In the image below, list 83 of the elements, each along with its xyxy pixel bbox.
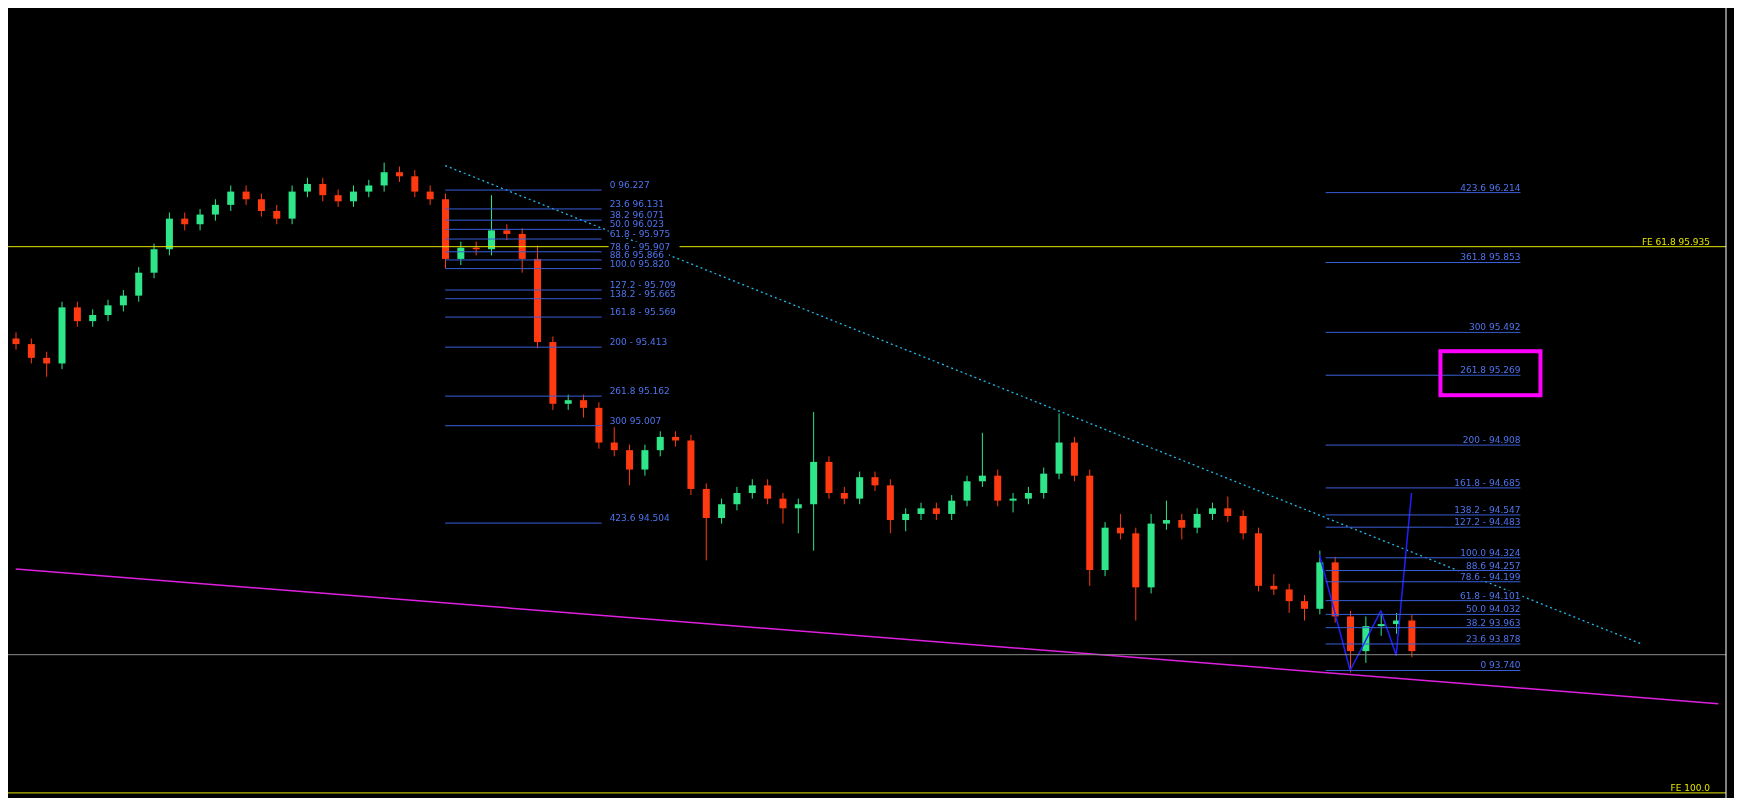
candlestick (211, 198, 219, 222)
candlestick (748, 478, 756, 500)
candlestick (1239, 509, 1247, 540)
candlestick (273, 204, 281, 225)
candlestick (1301, 594, 1308, 622)
candlestick (764, 478, 772, 505)
candlestick (303, 177, 311, 198)
annotation: 50.0 94.032 (1466, 604, 1521, 615)
candlestick (1224, 496, 1232, 523)
candlestick (978, 432, 986, 488)
candlestick (334, 189, 342, 208)
text: FE 100.0 (1670, 782, 1711, 793)
annotation: 61.8 - 95.975 (609, 229, 671, 240)
candlestick (1178, 513, 1186, 540)
candlestick (73, 301, 81, 328)
annotation: FE 61.8 95.935 (1641, 236, 1710, 247)
annotation: 38.2 93.963 (1466, 617, 1521, 628)
annotation: 88.6 94.257 (1466, 560, 1521, 571)
candlestick (1116, 513, 1124, 540)
annotation: 38.2 96.071 (609, 210, 665, 221)
candlestick (150, 243, 158, 279)
candlestick (1285, 583, 1293, 614)
annotation: 61.8 - 94.101 (1459, 590, 1521, 601)
candlestick (319, 177, 327, 202)
candlestick (871, 471, 879, 492)
annotation: 23.6 96.131 (609, 198, 665, 209)
candlestick (12, 331, 20, 351)
candlestick (948, 494, 956, 521)
candlestick (1009, 492, 1017, 513)
candlestick (779, 492, 787, 525)
candlestick (43, 351, 51, 378)
candlestick (349, 184, 357, 208)
annotation: 300 95.007 (609, 415, 662, 426)
annotation: 423.6 96.214 (1460, 182, 1521, 193)
annotation: 138.2 - 95.665 (609, 288, 676, 299)
candlestick (196, 208, 204, 231)
annotation: 161.8 - 95.569 (609, 307, 677, 318)
candlestick (135, 266, 143, 303)
annotation: 138.2 - 94.547 (1454, 504, 1521, 515)
annotation: 23.6 93.878 (1466, 633, 1521, 644)
candlestick (917, 502, 925, 521)
candlestick (963, 475, 971, 507)
annotation: 423.6 94.504 (609, 513, 671, 524)
candlestick (411, 169, 419, 198)
annotation: 50.0 96.023 (609, 219, 665, 230)
candlestick (1193, 507, 1201, 534)
candlestick (856, 471, 864, 505)
annotation: 100.0 95.820 (609, 258, 671, 269)
annotation: 261.8 95.162 (609, 386, 670, 397)
candlestick (641, 444, 649, 477)
annotation: 78.6 - 95.907 (609, 241, 671, 252)
candlestick (426, 184, 434, 206)
candlestick (380, 162, 388, 193)
candlestick (1040, 467, 1048, 500)
annotation: 200 - 95.413 (609, 337, 668, 348)
annotation: 127.2 - 94.483 (1454, 517, 1521, 528)
candlestick (610, 426, 618, 457)
candlestick (718, 498, 726, 525)
candlestick (902, 507, 910, 532)
annotation: 88.6 95.866 (609, 249, 665, 260)
candlestick (1162, 500, 1170, 531)
candlestick (257, 193, 265, 218)
candlestick (27, 337, 35, 364)
annotation: 0 93.740 (1480, 660, 1521, 671)
annotation: 200 - 94.908 (1462, 435, 1521, 446)
candlestick (242, 184, 250, 206)
candlestick (733, 486, 741, 511)
candlestick (503, 223, 511, 241)
candlestick (656, 430, 664, 457)
candlestick (1377, 613, 1385, 637)
candlestick (794, 498, 802, 534)
annotation: 161.8 - 94.685 (1454, 477, 1521, 488)
candlestick (227, 184, 235, 212)
annotation: 300 95.492 (1468, 322, 1521, 333)
annotation: 100.0 94.324 (1460, 547, 1521, 558)
annotation: 78.6 - 94.199 (1459, 571, 1521, 582)
candlestick (119, 289, 127, 312)
annotation: 361.8 95.853 (1460, 252, 1521, 263)
candlestick (104, 299, 112, 322)
candlestick (626, 444, 634, 486)
annotation: 261.8 95.269 (1460, 365, 1521, 376)
annotation: 0 96.227 (609, 180, 650, 191)
annotation: 127.2 - 95.709 (609, 280, 677, 291)
